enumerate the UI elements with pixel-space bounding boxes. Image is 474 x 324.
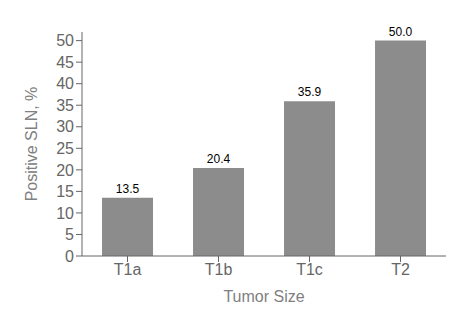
svg-text:50.0: 50.0 (389, 25, 413, 39)
svg-text:10: 10 (56, 205, 74, 222)
svg-text:T1a: T1a (114, 261, 142, 278)
svg-text:50: 50 (56, 32, 74, 49)
svg-text:0: 0 (65, 248, 74, 265)
svg-text:35.9: 35.9 (298, 85, 322, 99)
svg-text:13.5: 13.5 (116, 182, 140, 196)
svg-text:30: 30 (56, 118, 74, 135)
svg-text:45: 45 (56, 54, 74, 71)
svg-text:40: 40 (56, 75, 74, 92)
svg-text:20: 20 (56, 162, 74, 179)
svg-text:Positive SLN, %: Positive SLN, % (23, 87, 40, 202)
svg-text:5: 5 (65, 226, 74, 243)
svg-text:Tumor Size: Tumor Size (223, 288, 304, 305)
svg-text:25: 25 (56, 140, 74, 157)
svg-text:20.4: 20.4 (207, 152, 231, 166)
svg-text:15: 15 (56, 183, 74, 200)
svg-text:T1c: T1c (296, 261, 323, 278)
svg-text:T2: T2 (391, 261, 410, 278)
svg-text:T1b: T1b (205, 261, 233, 278)
svg-text:35: 35 (56, 97, 74, 114)
